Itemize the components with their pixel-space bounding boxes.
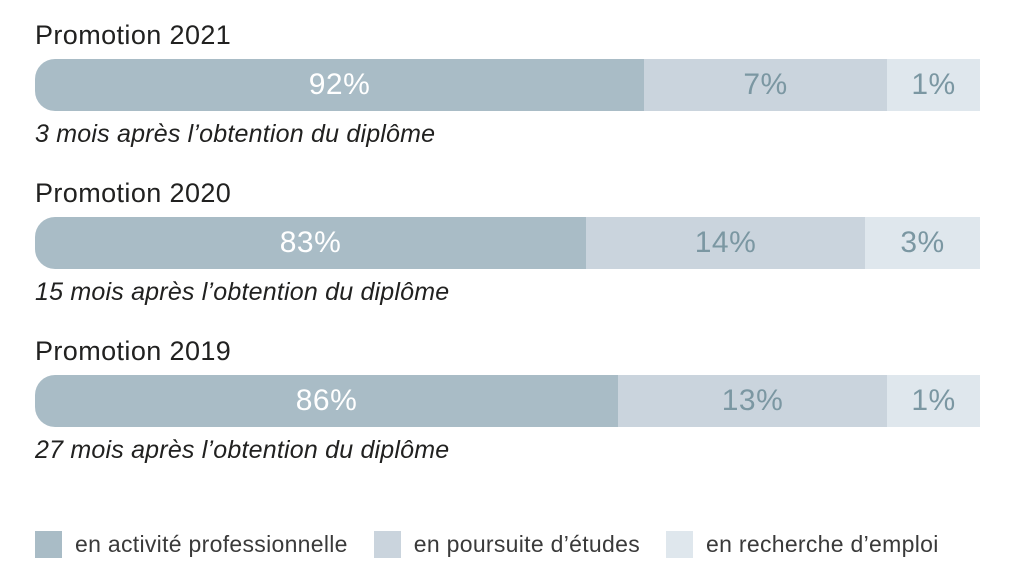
segment-value-label: 3%: [900, 226, 945, 259]
employment-outcomes-chart: Promotion 2021 92% 7% 1% 3 mois après l’…: [35, 21, 980, 558]
legend-swatch-poursuite: [373, 531, 401, 558]
promotion-2020-caption: 15 mois après l’obtention du diplôme: [35, 278, 450, 306]
promotion-2019-title: Promotion 2019: [35, 336, 232, 366]
segment-value-label: 14%: [694, 226, 757, 259]
promotion-2019-block: Promotion 2019 86% 13% 1% 27 mois après …: [35, 337, 980, 463]
legend-item-activite-professionnelle: en activité professionnelle: [35, 531, 348, 558]
bar-segment-poursuite-etudes: 14%: [586, 217, 865, 269]
promotion-2019-stacked-bar: 86% 13% 1%: [35, 375, 980, 427]
bar-segment-recherche-emploi: 1%: [887, 375, 980, 427]
promotion-2021-title: Promotion 2021: [35, 20, 232, 50]
segment-value-label: 1%: [911, 68, 956, 101]
segment-value-label: 1%: [911, 384, 956, 417]
promotion-2021-stacked-bar: 92% 7% 1%: [35, 59, 980, 111]
legend-label: en poursuite d’études: [413, 531, 641, 557]
segment-value-label: 86%: [295, 384, 358, 417]
bar-segment-poursuite-etudes: 7%: [644, 59, 887, 111]
legend-label: en recherche d’emploi: [706, 531, 939, 557]
segment-value-label: 92%: [308, 68, 371, 101]
legend-swatch-activite: [35, 531, 62, 558]
promotion-2020-block: Promotion 2020 83% 14% 3% 15 mois après …: [35, 179, 980, 305]
legend: en activité professionnelle en poursuite…: [35, 531, 980, 558]
promotion-2019-caption: 27 mois après l’obtention du diplôme: [35, 436, 450, 464]
segment-value-label: 83%: [279, 226, 342, 259]
legend-item-poursuite-etudes: en poursuite d’études: [373, 531, 641, 558]
promotion-2021-caption: 3 mois après l’obtention du diplôme: [35, 120, 436, 148]
promotion-2020-title: Promotion 2020: [35, 178, 232, 208]
bar-segment-activite-professionnelle: 92%: [35, 59, 644, 111]
segment-value-label: 7%: [743, 68, 788, 101]
legend-item-recherche-emploi: en recherche d’emploi: [666, 531, 939, 558]
promotion-2021-block: Promotion 2021 92% 7% 1% 3 mois après l’…: [35, 21, 980, 147]
segment-value-label: 13%: [721, 384, 784, 417]
bar-segment-recherche-emploi: 1%: [887, 59, 980, 111]
bar-segment-recherche-emploi: 3%: [865, 217, 980, 269]
bar-segment-activite-professionnelle: 83%: [35, 217, 586, 269]
bar-segment-poursuite-etudes: 13%: [618, 375, 887, 427]
legend-swatch-recherche: [666, 531, 694, 558]
legend-label: en activité professionnelle: [75, 531, 348, 557]
bar-segment-activite-professionnelle: 86%: [35, 375, 618, 427]
promotion-2020-stacked-bar: 83% 14% 3%: [35, 217, 980, 269]
